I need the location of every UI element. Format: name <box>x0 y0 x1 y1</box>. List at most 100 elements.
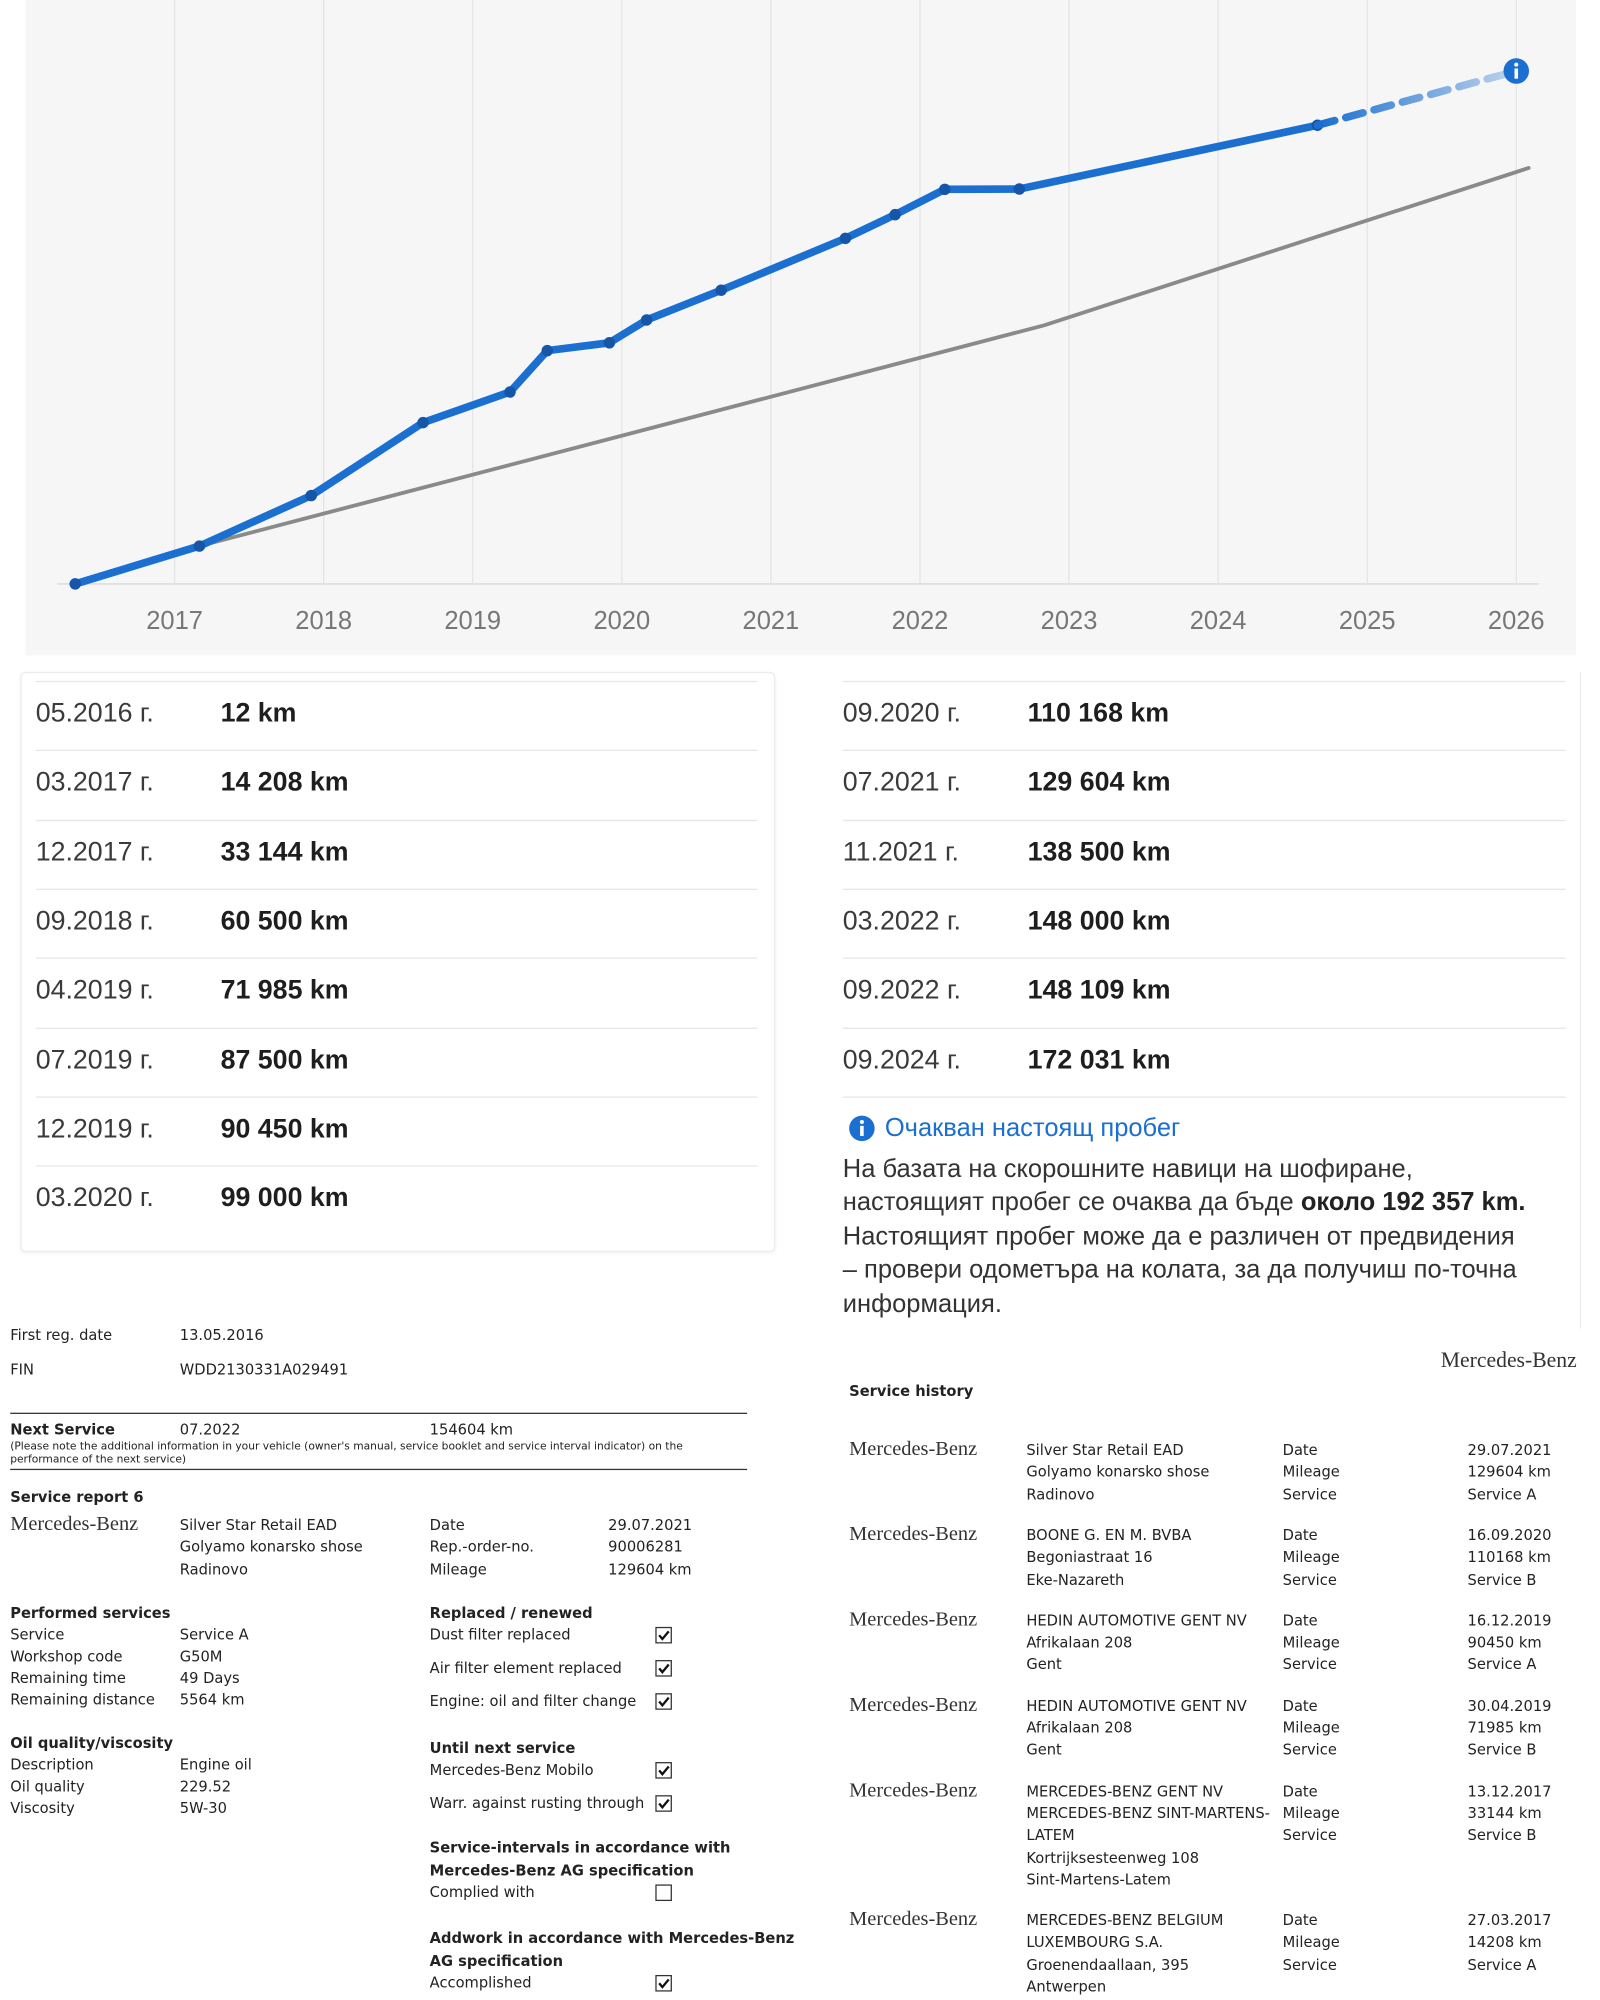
row-divider <box>842 819 1566 821</box>
field-value: Service A <box>179 1625 249 1644</box>
reading-date: 04.2019 г. <box>35 975 154 1005</box>
field-label: First reg. date <box>10 1326 113 1344</box>
row-divider <box>35 680 758 683</box>
history-brand: Mercedes-Benz <box>1440 1347 1577 1372</box>
data-point <box>541 344 554 357</box>
row-divider <box>35 750 758 752</box>
checkbox <box>655 1974 672 1991</box>
reading-date: 05.2016 г. <box>35 698 154 729</box>
section-title: Until next service <box>429 1739 576 1757</box>
field-value: Service B <box>1467 1826 1537 1844</box>
section-title: Addwork in accordance with Mercedes-Benz <box>429 1929 795 1947</box>
field-value: 90450 km <box>1467 1633 1542 1652</box>
field-value: Service A <box>1467 1655 1537 1674</box>
address-line: Afrikalaan 208 <box>1026 1633 1133 1652</box>
reading-mileage: 129 604 km <box>1027 767 1171 798</box>
field-value: 90006281 <box>608 1538 683 1556</box>
address-line: Gent <box>1026 1655 1062 1674</box>
field-value: 71985 km <box>1467 1718 1542 1737</box>
reading-date: 03.2022 г. <box>842 906 961 936</box>
row-divider <box>35 957 758 960</box>
reading-mileage: 60 500 km <box>220 906 349 936</box>
address-line: Kortrijksesteenweg 108 <box>1026 1848 1200 1866</box>
section-title: Performed services <box>10 1603 171 1622</box>
estimate-icon-dot <box>1514 62 1519 67</box>
estimate-text-bold: около 192 357 km. <box>1300 1188 1526 1217</box>
address-line: MERCEDES-BENZ GENT NV <box>1026 1781 1224 1800</box>
field-label: Rep.-order-no. <box>429 1538 534 1556</box>
reading-date: 09.2024 г. <box>842 1044 961 1075</box>
reading-date: 09.2020 г. <box>842 698 961 729</box>
field-label: Workshop code <box>10 1647 123 1666</box>
field-value: 29.07.2021 <box>1467 1440 1552 1459</box>
series-line <box>71 121 1322 588</box>
field-value: 129604 km <box>608 1560 692 1578</box>
data-point <box>69 578 81 590</box>
field-label: Viscosity <box>10 1799 75 1817</box>
row-divider <box>35 1165 758 1167</box>
field-value: 27.03.2017 <box>1467 1911 1552 1930</box>
row-divider <box>35 1096 758 1098</box>
estimate-icon-bar <box>1514 68 1519 79</box>
field-value: 5W-30 <box>179 1799 227 1817</box>
row-divider <box>35 819 758 821</box>
field-label: Date <box>1282 1611 1318 1630</box>
x-tick-label: 2026 <box>1488 607 1545 635</box>
address-line: Eke-Nazareth <box>1026 1570 1125 1589</box>
field-value: Service A <box>1467 1484 1537 1503</box>
row-divider <box>842 750 1566 752</box>
address-line: Sint-Martens-Latem <box>1026 1870 1171 1889</box>
x-tick-label: 2017 <box>146 607 203 635</box>
data-point <box>1013 183 1026 195</box>
dealer-line: Golyamo konarsko shose <box>179 1538 363 1556</box>
x-tick-label: 2024 <box>1190 607 1247 635</box>
next-service-note: (Please note the additional information … <box>10 1439 683 1465</box>
series-line <box>1313 67 1521 130</box>
field-value: Engine oil <box>179 1755 252 1774</box>
address-line: Groenendaallaan, 395 <box>1026 1955 1190 1974</box>
estimate-text-before: На базата на скорошните навици на шофира… <box>842 1155 1413 1217</box>
x-tick-label: 2019 <box>444 607 501 635</box>
reading-date: 09.2022 г. <box>842 975 961 1005</box>
field-label: Remaining distance <box>10 1690 155 1709</box>
data-point <box>839 232 852 245</box>
row-divider <box>842 1027 1566 1029</box>
data-point <box>715 284 727 296</box>
field-value: 16.09.2020 <box>1467 1526 1552 1544</box>
next-service-label: Next Service <box>10 1420 115 1439</box>
brand-logo: Mercedes-Benz <box>849 1523 978 1546</box>
checkbox <box>655 1762 672 1779</box>
checkbox <box>655 1883 672 1901</box>
field-value: Service A <box>1467 1955 1537 1974</box>
field-label: Mileage <box>1282 1462 1340 1481</box>
readings-card-right <box>1579 671 1581 1329</box>
field-label: Mileage <box>1282 1718 1340 1737</box>
field-label: Service <box>10 1625 65 1644</box>
brand-logo: Mercedes-Benz <box>849 1908 978 1931</box>
series-line <box>197 166 1531 548</box>
history-title: Service history <box>849 1382 974 1400</box>
field-label: Mileage <box>1282 1933 1340 1952</box>
field-label: FIN <box>10 1360 34 1379</box>
data-point <box>640 314 653 326</box>
field-value: 13.05.2016 <box>179 1326 264 1344</box>
info-icon <box>849 1115 875 1142</box>
reading-mileage: 148 000 km <box>1027 906 1171 936</box>
next-service-mileage: 154604 km <box>429 1420 514 1439</box>
reading-date: 12.2017 г. <box>35 837 154 867</box>
field-label: Service <box>1282 1655 1337 1674</box>
address-line: Begoniastraat 16 <box>1026 1548 1153 1566</box>
address-line: LATEM <box>1026 1826 1075 1844</box>
field-label: Service <box>1282 1484 1337 1503</box>
field-label: Mileage <box>429 1560 487 1578</box>
address-line: HEDIN AUTOMOTIVE GENT NV <box>1026 1696 1247 1715</box>
reading-mileage: 71 985 km <box>220 975 349 1005</box>
checkmark <box>658 1696 670 1708</box>
field-value: 129604 km <box>1467 1462 1551 1481</box>
reading-date: 07.2021 г. <box>842 767 961 798</box>
row-divider <box>35 888 758 890</box>
checkbox <box>655 1693 672 1710</box>
reading-mileage: 12 km <box>220 698 297 729</box>
reading-mileage: 90 450 km <box>220 1114 349 1144</box>
estimate-text-after: Настоящият пробег може да е различен от … <box>842 1222 1517 1318</box>
